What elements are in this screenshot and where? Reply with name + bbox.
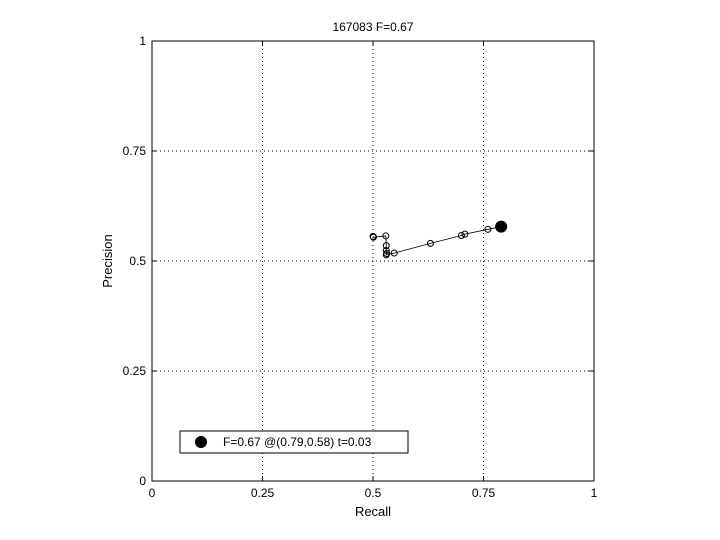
x-tick-label: 0.75 xyxy=(472,486,496,500)
data-point xyxy=(382,232,390,240)
y-axis-label: Precision xyxy=(100,234,115,287)
x-axis-label: Recall xyxy=(355,504,391,519)
x-tick-label: 0.5 xyxy=(365,486,382,500)
legend: F=0.67 @(0.79,0.58) t=0.03 xyxy=(179,430,409,454)
data-point xyxy=(382,251,390,259)
axis-ticks: 0 0.25 0.5 0.75 1 0 0.25 0.5 0.75 1 xyxy=(123,34,598,500)
legend-box xyxy=(179,430,409,454)
data-point xyxy=(457,231,465,239)
data-point xyxy=(484,225,492,233)
x-tick-label: 0.25 xyxy=(251,486,275,500)
y-tick-label: 0 xyxy=(139,474,146,488)
series-layer xyxy=(369,220,508,259)
data-point xyxy=(369,233,377,241)
legend-label: F=0.67 @(0.79,0.58) t=0.03 xyxy=(223,435,372,449)
data-point xyxy=(382,246,390,254)
y-tick-label: 1 xyxy=(139,34,146,48)
grid xyxy=(152,41,594,481)
y-tick-label: 0.75 xyxy=(123,144,147,158)
x-tick-label: 0 xyxy=(149,486,156,500)
data-point xyxy=(382,242,390,250)
y-tick-label: 0.5 xyxy=(129,254,146,268)
data-point xyxy=(461,230,469,238)
series-line xyxy=(372,226,502,256)
data-point xyxy=(390,249,398,257)
chart-title: 167083 F=0.67 xyxy=(332,20,413,34)
best-point-marker xyxy=(495,220,508,233)
legend-marker xyxy=(195,436,207,448)
x-tick-label: 1 xyxy=(591,486,598,500)
data-point xyxy=(426,239,434,247)
y-tick-label: 0.25 xyxy=(123,364,147,378)
